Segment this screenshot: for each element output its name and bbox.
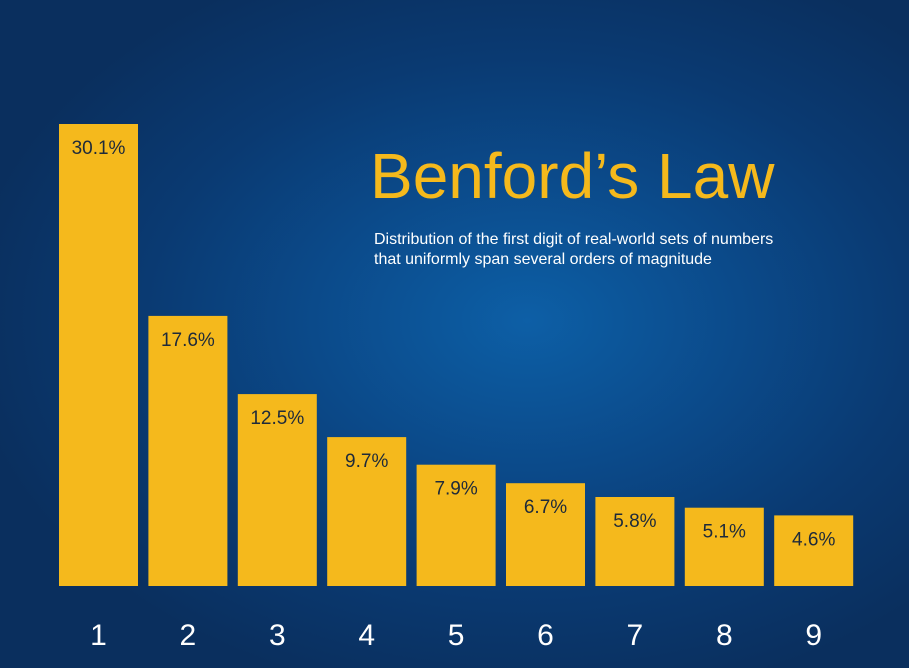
bar-value-label: 5.1% <box>703 522 746 543</box>
x-tick-label: 5 <box>448 619 465 652</box>
x-tick-label: 8 <box>716 619 733 652</box>
chart-title: Benford’s Law <box>370 140 775 212</box>
bar-1 <box>59 124 138 586</box>
bar-8 <box>684 507 764 586</box>
bar-7 <box>595 497 675 586</box>
chart-subtitle: Distribution of the first digit of real-… <box>374 231 774 268</box>
bar-value-label: 17.6% <box>161 330 215 351</box>
bar-value-label: 5.8% <box>613 511 656 532</box>
x-tick-label: 9 <box>805 619 822 652</box>
bar-value-label: 30.1% <box>72 138 126 159</box>
bar-value-label: 6.7% <box>524 497 567 518</box>
bar-5 <box>416 464 496 586</box>
bar-2 <box>148 315 228 586</box>
bar-value-label: 12.5% <box>250 408 304 429</box>
x-tick-label: 3 <box>269 619 286 652</box>
bar-3 <box>237 394 317 586</box>
x-tick-label: 1 <box>90 619 107 652</box>
x-tick-label: 6 <box>537 619 554 652</box>
bar-value-label: 9.7% <box>345 451 388 472</box>
bar-value-label: 4.6% <box>792 529 835 550</box>
x-tick-label: 2 <box>180 619 197 652</box>
bar-4 <box>327 437 407 586</box>
bar-value-label: 7.9% <box>434 479 477 500</box>
bar-6 <box>506 483 585 586</box>
x-tick-label: 4 <box>358 619 375 652</box>
bar-9 <box>774 515 854 586</box>
x-tick-label: 7 <box>627 619 644 652</box>
